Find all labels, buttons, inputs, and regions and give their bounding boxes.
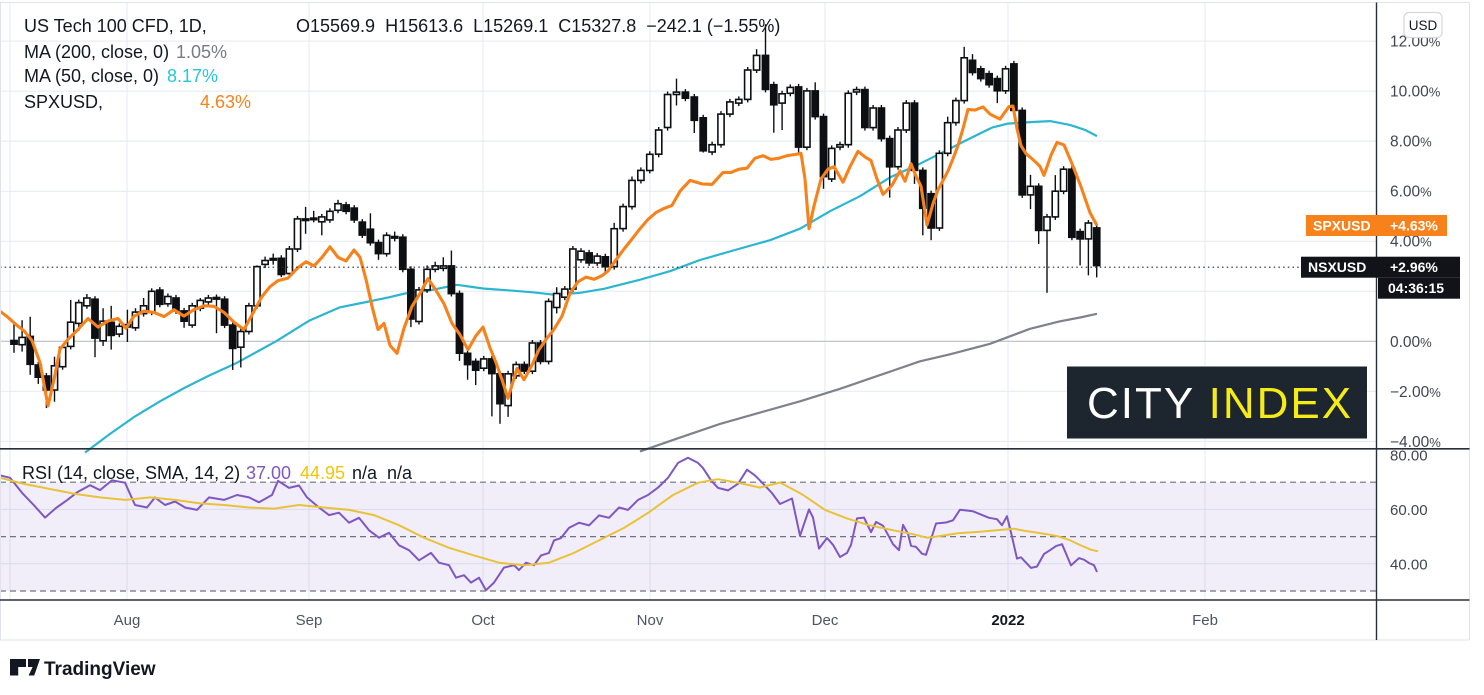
svg-text:TradingView: TradingView (44, 659, 156, 680)
svg-text:MA (50, close, 0): MA (50, close, 0) (24, 66, 159, 86)
svg-text:8.00%: 8.00% (1390, 134, 1432, 151)
svg-text:Feb: Feb (1192, 612, 1218, 629)
svg-text:NSXUSD: NSXUSD (1308, 259, 1366, 275)
svg-text:8.17%: 8.17% (167, 66, 218, 86)
svg-text:Dec: Dec (812, 612, 839, 629)
svg-text:US Tech 100 CFD, 1D,: US Tech 100 CFD, 1D, (24, 16, 207, 36)
svg-text:80.00: 80.00 (1390, 448, 1428, 465)
svg-text:1.05%: 1.05% (176, 42, 227, 62)
svg-text:10.00%: 10.00% (1390, 84, 1441, 101)
svg-text:Aug: Aug (114, 612, 141, 629)
svg-text:CITY INDEX: CITY INDEX (1087, 379, 1353, 428)
svg-text:O15569.9 H15613.6 L15269.1: O15569.9 H15613.6 L15269.1 C15327.8 −242… (296, 16, 780, 36)
svg-text:−2.00%: −2.00% (1390, 384, 1441, 401)
svg-text:60.00: 60.00 (1390, 502, 1428, 519)
svg-text:0.00%: 0.00% (1390, 334, 1432, 351)
svg-text:MA (200, close, 0): MA (200, close, 0) (24, 42, 169, 62)
svg-text:Sep: Sep (296, 612, 323, 629)
svg-text:SPXUSD,: SPXUSD, (24, 92, 103, 112)
svg-text:6.00%: 6.00% (1390, 184, 1432, 201)
svg-text:Nov: Nov (637, 612, 664, 629)
svg-text:SPXUSD: SPXUSD (1313, 218, 1371, 234)
svg-text:37.00: 37.00 (246, 463, 291, 483)
svg-text:+2.96%: +2.96% (1390, 259, 1438, 275)
svg-text:40.00: 40.00 (1390, 556, 1428, 573)
svg-text:−4.00%: −4.00% (1390, 434, 1441, 451)
svg-text:USD: USD (1409, 18, 1438, 33)
svg-text:2022: 2022 (991, 612, 1024, 629)
svg-text:44.95: 44.95 (300, 463, 345, 483)
svg-text:RSI (14, close, SMA, 14, 2): RSI (14, close, SMA, 14, 2) (22, 463, 240, 483)
svg-text:4.00%: 4.00% (1390, 234, 1432, 251)
svg-text:Oct: Oct (471, 612, 495, 629)
svg-text:+4.63%: +4.63% (1390, 218, 1438, 234)
svg-text:n/a n/a: n/a n/a (352, 463, 413, 483)
svg-text:4.63%: 4.63% (200, 92, 251, 112)
svg-text:04:36:15: 04:36:15 (1388, 280, 1444, 296)
